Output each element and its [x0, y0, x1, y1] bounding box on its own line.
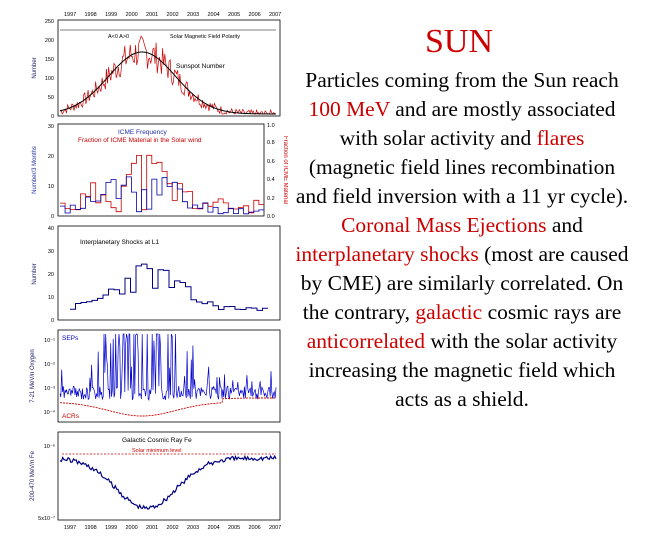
year-tick: 2006: [249, 12, 261, 18]
icme-ylabel-left: Number/3 Months: [32, 146, 38, 194]
year-tick: 2002: [167, 525, 179, 531]
gcr-line: [59, 454, 277, 510]
highlighted-term: flares: [536, 126, 585, 150]
seps-ylabel: 7-21 MeV/n Oxygen: [30, 349, 36, 402]
gcr-ylabel: 200-470 MeV/n Fe: [30, 450, 36, 500]
bottom-year-axis: 1997 1998 1999 2000 2001 2002 2003 2004 2005 2006…: [64, 525, 281, 531]
shocks-panel: Number 0 10 20 30 40 Interplanetary Shoc…: [32, 225, 281, 324]
gcr-panel: 200-470 MeV/n Fe 10⁻⁶ 5x10⁻⁷ Galactic Co…: [30, 431, 281, 522]
seps-label: SEPs: [62, 335, 79, 342]
sunspot-tick: 0: [51, 114, 54, 120]
body-text-segment: cosmic rays are: [482, 300, 622, 324]
sunspot-ylabel: Number: [32, 57, 38, 78]
icme-tick-right: 0.8: [267, 140, 275, 146]
year-tick: 2005: [228, 12, 240, 18]
year-tick: 2004: [208, 525, 220, 531]
highlighted-term: galactic: [415, 300, 483, 324]
sunspot-tick: 100: [45, 76, 54, 82]
icme-tick-right: 0.4: [267, 177, 275, 183]
sunspot-monthly-line: [59, 35, 276, 115]
icme-tick-right: 0.6: [267, 159, 275, 165]
sunspot-tick: 250: [45, 19, 54, 25]
seps-tick: 10⁻³: [44, 386, 55, 392]
shocks-label: Interplanetary Shocks at L1: [80, 239, 160, 246]
icme-frequency-line: [60, 176, 264, 215]
year-tick: 2002: [167, 12, 179, 18]
highlighted-term: anticorrelated: [306, 329, 425, 353]
shocks-tick: 10: [48, 295, 54, 301]
shocks-tick: 0: [51, 318, 54, 324]
year-tick: 2001: [146, 525, 158, 531]
top-year-axis: 1997 1998 1999 2000 2001 2002 2003 2004 2005 2006…: [64, 12, 281, 18]
sunspot-tick: 50: [48, 95, 54, 101]
solar-activity-figure: 1997 1998 1999 2000 2001 2002 2003 2004 2005 2006…: [20, 8, 288, 532]
highlighted-term: 100 MeV: [308, 97, 390, 121]
body-text-segment: (magnetic field lines recombination and …: [295, 155, 629, 208]
shocks-step-line: [70, 263, 268, 311]
body-text-segment: with the solar activity increasing the m…: [308, 329, 618, 411]
icme-label-1: ICME Frequency: [118, 129, 168, 136]
gcr-tick: 5x10⁻⁷: [38, 515, 55, 522]
highlighted-term: interplanetary shocks: [295, 242, 479, 266]
year-tick: 2007: [269, 525, 281, 531]
icme-tick-left: 10: [48, 184, 54, 190]
sunspot-panel: Number 0 50 100 150 200 250 A<0 A>0 Sola…: [32, 19, 281, 120]
year-tick: 2004: [208, 12, 220, 18]
seps-tick: 10⁻⁴: [44, 409, 56, 416]
shocks-tick: 40: [48, 226, 54, 232]
highlighted-term: Coronal Mass Ejections: [341, 213, 547, 237]
year-tick: 1999: [105, 12, 117, 18]
body-text-segment: (most are caused by CME) are similarly c…: [300, 242, 629, 324]
year-tick: 2007: [269, 12, 281, 18]
year-tick: 2006: [249, 525, 261, 531]
icme-tick-right: 0.2: [267, 196, 275, 202]
icme-label-2: Fraction of ICME Material in the Solar w…: [78, 137, 202, 144]
icme-tick-left: 20: [48, 154, 54, 160]
icme-tick-left: 0: [51, 214, 54, 220]
sunspot-tick: 200: [45, 38, 54, 44]
seps-tick: 10⁻²: [44, 362, 55, 368]
slide-body-text: Particles coming from the Sun reach 100 …: [294, 66, 630, 414]
seps-tick: 10⁻¹: [44, 338, 55, 344]
year-tick: 2001: [146, 12, 158, 18]
sunspot-tick: 150: [45, 57, 54, 63]
year-tick: 2005: [228, 525, 240, 531]
year-tick: 1999: [105, 525, 117, 531]
year-tick: 2003: [187, 12, 199, 18]
shocks-tick: 30: [48, 249, 54, 255]
sunspot-ticks: 0 50 100 150 200 250: [45, 19, 54, 120]
year-tick: 1998: [85, 12, 97, 18]
year-tick: 2003: [187, 525, 199, 531]
solar-minimum-label: Solar minimum level: [132, 448, 182, 454]
seps-panel: 7-21 MeV/n Oxygen 10⁻¹ 10⁻² 10⁻³ 10⁻⁴ SE…: [30, 329, 281, 423]
year-tick: 1998: [85, 525, 97, 531]
slide-title: SUN: [424, 23, 494, 60]
icme-fraction-line: [60, 154, 264, 214]
gcr-tick: 10⁻⁶: [44, 443, 55, 450]
polarity-marks: A<0 A>0: [108, 34, 129, 40]
icme-tick-right: 1.0: [267, 123, 275, 129]
year-tick: 1997: [64, 525, 76, 531]
polarity-label: Solar Magnetic Field Polarity: [170, 34, 240, 40]
seps-spiky-line: [59, 333, 277, 402]
acrs-line: [59, 397, 276, 417]
acrs-label: ACRs: [62, 413, 80, 420]
year-tick: 2000: [126, 12, 138, 18]
body-text-segment: and are mostly associated with solar act…: [339, 97, 616, 150]
icme-tick-left: 30: [48, 124, 54, 130]
sunspot-label: Sunspot Number: [176, 63, 226, 70]
body-text-segment: Particles coming from the Sun reach: [305, 68, 619, 92]
icme-tick-right: 0.0: [267, 214, 275, 220]
shocks-tick: 20: [48, 272, 54, 278]
body-text-segment: and: [546, 213, 583, 237]
sunspot-smoothed-line: [59, 51, 276, 115]
icme-ylabel-right: Fraction of ICME Material: [282, 136, 288, 204]
icme-panel: Number/3 Months Fraction of ICME Materia…: [32, 123, 288, 220]
year-tick: 1997: [64, 12, 76, 18]
year-tick: 2000: [126, 525, 138, 531]
shocks-ylabel: Number: [32, 263, 38, 284]
gcr-label: Galactic Cosmic Ray Fe: [122, 437, 192, 444]
